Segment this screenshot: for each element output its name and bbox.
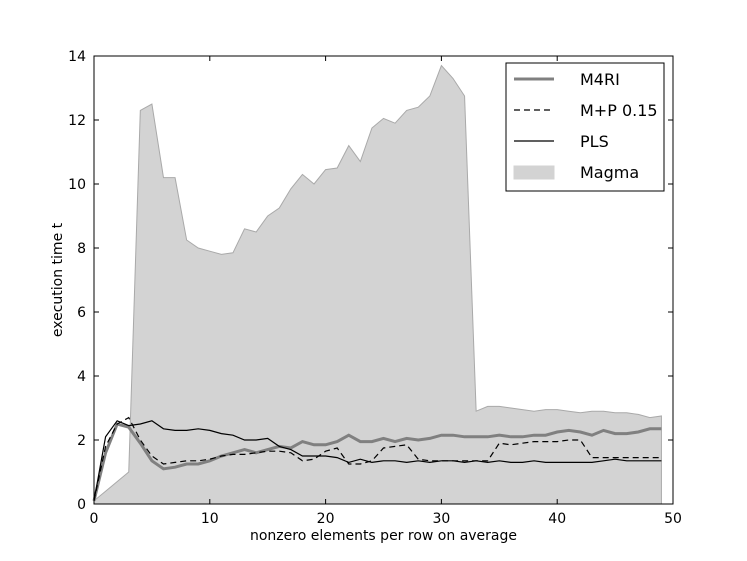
- series-pls-line: [93, 420, 662, 501]
- legend-label-pls: PLS: [580, 132, 609, 151]
- y-axis: 0 2 4 6 8 10 12 14: [68, 49, 673, 513]
- x-tick-label: 10: [201, 511, 219, 527]
- legend-label-m4ri: M4RI: [580, 70, 620, 89]
- legend-label-m-p-0-15: M+P 0.15: [580, 101, 658, 120]
- y-tick-label: 14: [68, 49, 86, 65]
- x-tick-label: 40: [548, 511, 566, 527]
- y-tick-label: 0: [77, 497, 86, 513]
- legend-swatch-magma: [513, 165, 555, 180]
- y-axis-label: execution time t: [50, 222, 66, 337]
- legend-label-magma: Magma: [580, 163, 639, 182]
- legend: M4RI M+P 0.15 PLS Magma: [505, 62, 665, 192]
- y-tick-label: 4: [77, 369, 86, 385]
- x-axis-label: nonzero elements per row on average: [250, 528, 517, 544]
- y-tick-label: 12: [68, 113, 86, 129]
- x-tick-label: 30: [432, 511, 450, 527]
- x-tick-label: 20: [317, 511, 335, 527]
- plot-frame: [93, 55, 674, 505]
- x-tick-label: 50: [664, 511, 682, 527]
- series-m4ri-line: [92, 422, 662, 502]
- series-magma-area: [93, 64, 662, 505]
- y-tick-label: 10: [68, 177, 86, 193]
- x-axis: 0 10 20 30 40 50: [90, 56, 682, 527]
- series-m-p-0-15-line: [93, 416, 662, 501]
- y-tick-label: 6: [77, 305, 86, 321]
- x-tick-label: 0: [90, 511, 99, 527]
- y-tick-label: 2: [77, 433, 86, 449]
- plot-area: [92, 64, 662, 505]
- y-tick-label: 8: [77, 241, 86, 257]
